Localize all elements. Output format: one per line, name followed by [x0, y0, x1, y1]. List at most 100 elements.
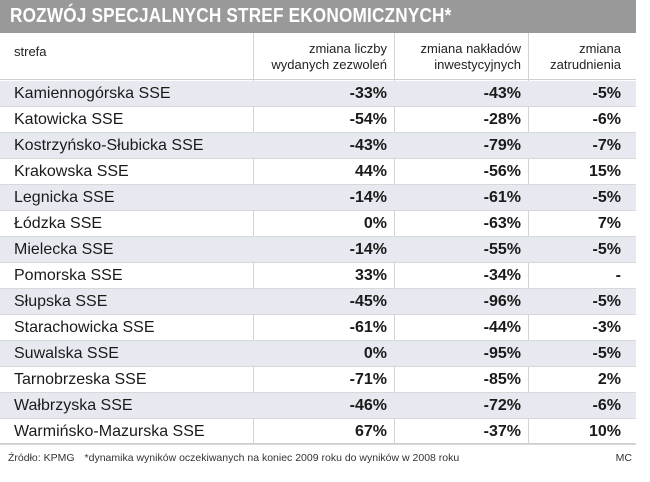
investment-change-cell: -43%: [483, 85, 521, 102]
header-naklady-line1: zmiana nakładów: [420, 41, 521, 56]
investment-change-cell: -55%: [483, 241, 521, 258]
employment-change-cell: 2%: [597, 371, 621, 388]
zone-name-cell: Katowicka SSE: [14, 111, 124, 128]
investment-change-cell: -34%: [483, 267, 521, 284]
row-divider: [0, 444, 636, 445]
investment-change-cell: -37%: [483, 423, 521, 440]
table-row: Suwalska SSE 0% -95% -5%: [0, 341, 636, 367]
footer-notes: Źródło: KPMG *dynamika wyników oczekiwany…: [8, 452, 459, 464]
investment-change-cell: -61%: [483, 189, 521, 206]
row-divider: [0, 210, 636, 211]
employment-change-cell: -5%: [592, 85, 621, 102]
employment-change-cell: -5%: [592, 241, 621, 258]
header-naklady-line2: inwestycyjnych: [434, 57, 521, 72]
zone-name-cell: Kamiennogórska SSE: [14, 85, 171, 102]
employment-change-cell: -6%: [592, 111, 621, 128]
employment-change-cell: -5%: [592, 345, 621, 362]
table-row: Wałbrzyska SSE -46% -72% -6%: [0, 393, 636, 419]
header-strefa: strefa: [14, 44, 214, 90]
row-divider: [0, 418, 636, 419]
zone-name-cell: Łódzka SSE: [14, 215, 103, 232]
row-divider: [0, 106, 636, 107]
permits-change-cell: -61%: [349, 319, 387, 336]
investment-change-cell: -79%: [483, 137, 521, 154]
row-divider: [0, 184, 636, 185]
row-divider: [0, 132, 636, 133]
chart-title: ROZWÓJ SPECJALNYCH STREF EKONOMICZNYCH*: [10, 5, 452, 27]
permits-change-cell: 33%: [354, 267, 387, 284]
permits-change-cell: 67%: [354, 423, 387, 440]
investment-change-cell: -28%: [483, 111, 521, 128]
zone-name-cell: Wałbrzyska SSE: [14, 397, 133, 414]
row-divider: [0, 366, 636, 367]
employment-change-cell: 10%: [588, 423, 621, 440]
employment-change-cell: -5%: [592, 189, 621, 206]
header-naklady: zmiana nakładów inwestycyjnych: [401, 41, 521, 87]
row-divider: [0, 392, 636, 393]
permits-change-cell: 0%: [363, 215, 387, 232]
table-row: Krakowska SSE 44% -56% 15%: [0, 159, 636, 185]
row-divider: [0, 288, 636, 289]
header-zatrudnienie: zmiana zatrudnienia: [535, 41, 621, 87]
investment-change-cell: -96%: [483, 293, 521, 310]
table-row: Legnicka SSE -14% -61% -5%: [0, 185, 636, 211]
zone-name-cell: Krakowska SSE: [14, 163, 129, 180]
employment-change-cell: 7%: [597, 215, 621, 232]
header-separator: [0, 79, 636, 80]
table-row: Kostrzyńsko-Słubicka SSE -43% -79% -7%: [0, 133, 636, 159]
table-row: Łódzka SSE 0% -63% 7%: [0, 211, 636, 237]
investment-change-cell: -56%: [483, 163, 521, 180]
table-row: Słupska SSE -45% -96% -5%: [0, 289, 636, 315]
header-zatrudnienie-line1: zmiana: [579, 41, 621, 56]
employment-change-cell: -: [615, 267, 621, 284]
permits-change-cell: 44%: [354, 163, 387, 180]
zone-name-cell: Starachowicka SSE: [14, 319, 155, 336]
employment-change-cell: -3%: [592, 319, 621, 336]
header-zezwolenia-line2: wydanych zezwoleń: [271, 57, 387, 72]
permits-change-cell: -43%: [349, 137, 387, 154]
data-table: strefa zmiana liczby wydanych zezwoleń z…: [0, 33, 636, 445]
employment-change-cell: -5%: [592, 293, 621, 310]
zone-name-cell: Warmińsko-Mazurska SSE: [14, 423, 205, 440]
row-divider: [0, 314, 636, 315]
employment-change-cell: -7%: [592, 137, 621, 154]
credit: MC: [615, 452, 632, 464]
row-divider: [0, 262, 636, 263]
investment-change-cell: -95%: [483, 345, 521, 362]
employment-change-cell: 15%: [588, 163, 621, 180]
permits-change-cell: -14%: [349, 189, 387, 206]
zone-name-cell: Pomorska SSE: [14, 267, 123, 284]
table-row: Kamiennogórska SSE -33% -43% -5%: [0, 81, 636, 107]
permits-change-cell: -46%: [349, 397, 387, 414]
source-note: Źródło: KPMG: [8, 452, 75, 464]
permits-change-cell: -33%: [349, 85, 387, 102]
table-row: Starachowicka SSE -61% -44% -3%: [0, 315, 636, 341]
investment-change-cell: -85%: [483, 371, 521, 388]
zone-name-cell: Legnicka SSE: [14, 189, 115, 206]
header-strefa-line: strefa: [14, 44, 47, 59]
permits-change-cell: -71%: [349, 371, 387, 388]
row-divider: [0, 236, 636, 237]
permits-change-cell: -54%: [349, 111, 387, 128]
zone-name-cell: Tarnobrzeska SSE: [14, 371, 147, 388]
footnote: *dynamika wyników oczekiwanych na koniec…: [84, 452, 460, 464]
table-row: Mielecka SSE -14% -55% -5%: [0, 237, 636, 263]
permits-change-cell: -45%: [349, 293, 387, 310]
header-zatrudnienie-line2: zatrudnienia: [550, 57, 621, 72]
row-divider: [0, 158, 636, 159]
title-bar: ROZWÓJ SPECJALNYCH STREF EKONOMICZNYCH*: [0, 0, 636, 33]
investment-change-cell: -44%: [483, 319, 521, 336]
employment-change-cell: -6%: [592, 397, 621, 414]
permits-change-cell: 0%: [363, 345, 387, 362]
header-zezwolenia: zmiana liczby wydanych zezwoleń: [254, 41, 387, 87]
header-zezwolenia-line1: zmiana liczby: [308, 41, 387, 56]
table-row: Pomorska SSE 33% -34% -: [0, 263, 636, 289]
zone-name-cell: Mielecka SSE: [14, 241, 114, 258]
table-row: Tarnobrzeska SSE -71% -85% 2%: [0, 367, 636, 393]
table-row: Warmińsko-Mazurska SSE 67% -37% 10%: [0, 419, 636, 445]
row-divider: [0, 340, 636, 341]
permits-change-cell: -14%: [349, 241, 387, 258]
investment-change-cell: -63%: [483, 215, 521, 232]
zone-name-cell: Słupska SSE: [14, 293, 108, 310]
